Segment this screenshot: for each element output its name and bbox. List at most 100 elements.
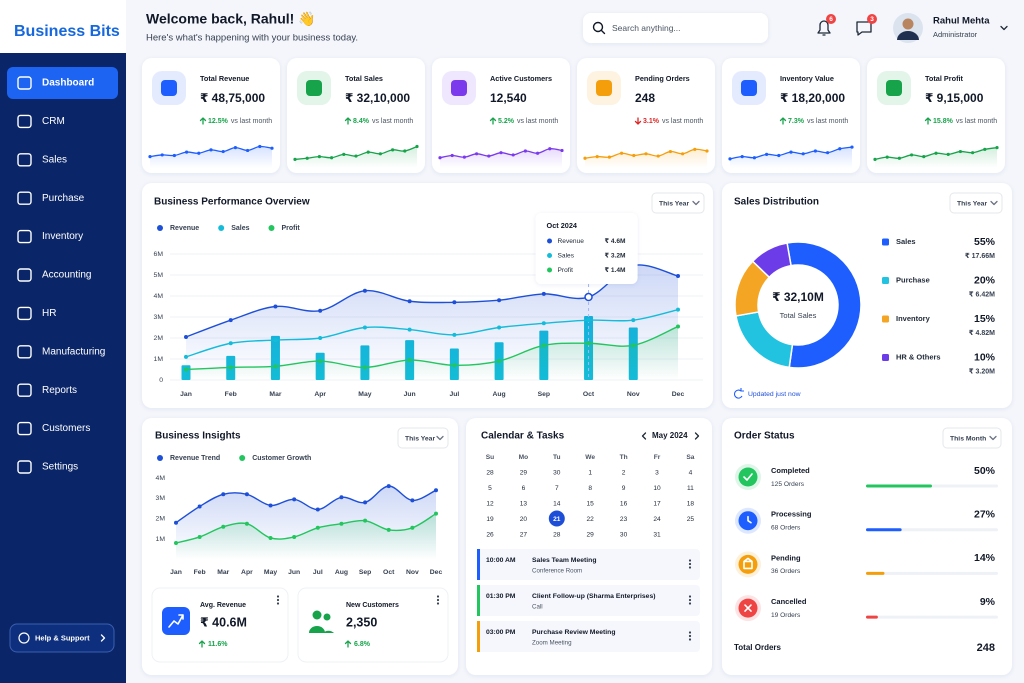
- x-tick-label: Aug: [492, 391, 505, 398]
- tooltip-value: ₹ 3.2M: [604, 252, 626, 259]
- calendar-day[interactable]: 3: [655, 469, 659, 476]
- status-orders: 68 Orders: [771, 524, 801, 531]
- series-point: [197, 504, 202, 509]
- menu-dot: [688, 634, 692, 638]
- legend-label: Profit: [281, 225, 300, 232]
- calendar-day[interactable]: 24: [653, 516, 661, 523]
- chevron[interactable]: [694, 432, 700, 440]
- dropdown[interactable]: [949, 192, 1003, 214]
- calendar-day[interactable]: 30: [620, 531, 628, 538]
- nav-item[interactable]: Manufacturing: [42, 346, 105, 357]
- kpi-note: vs last month: [231, 118, 272, 125]
- series-point: [676, 324, 680, 329]
- share-label: 55%: [974, 236, 996, 248]
- status-track: [866, 571, 998, 575]
- calendar-day[interactable]: 7: [555, 485, 559, 492]
- calendar-day[interactable]: 29: [520, 469, 528, 476]
- trend-arrow: [199, 117, 207, 125]
- search-box[interactable]: [583, 13, 768, 43]
- stat-card: [151, 587, 289, 663]
- nav-item[interactable]: Settings: [42, 462, 78, 473]
- chevron[interactable]: [641, 432, 647, 440]
- calendar-day[interactable]: 18: [687, 500, 695, 507]
- dropdown[interactable]: [942, 427, 1002, 449]
- calendar-day[interactable]: 4: [689, 469, 693, 476]
- x-tick-label: Jul: [313, 569, 323, 576]
- calendar-day[interactable]: 15: [587, 500, 595, 507]
- nav-active[interactable]: [7, 67, 118, 99]
- nav-item[interactable]: Purchase: [42, 193, 85, 204]
- calendar-day[interactable]: 21: [553, 516, 561, 523]
- nav-item[interactable]: Inventory: [42, 231, 83, 242]
- calendar-day[interactable]: 11: [687, 485, 694, 492]
- dropdown[interactable]: [397, 427, 449, 449]
- nav-item[interactable]: Customers: [42, 423, 90, 434]
- nav-icon: [17, 229, 32, 244]
- calendar-day[interactable]: 10: [653, 485, 661, 492]
- calendar-day[interactable]: 17: [653, 500, 661, 507]
- sparkline-point: [499, 151, 503, 155]
- calendar-day[interactable]: 31: [653, 531, 661, 538]
- calendar-day[interactable]: 26: [486, 531, 494, 538]
- sparkline-point: [148, 155, 152, 159]
- dropdown-label: This Year: [957, 200, 987, 207]
- sparkline-point: [681, 152, 685, 156]
- calendar-day[interactable]: 16: [620, 500, 628, 507]
- nav-item[interactable]: Reports: [42, 385, 77, 396]
- calendar-day[interactable]: 28: [553, 531, 561, 538]
- task-title: Sales Team Meeting: [532, 557, 596, 564]
- calendar-day[interactable]: 12: [486, 500, 494, 507]
- kpi-note: vs last month: [956, 118, 997, 125]
- calendar-day[interactable]: 27: [520, 531, 528, 538]
- calendar-day[interactable]: 2: [622, 469, 626, 476]
- kpi-value: ₹ 18,20,000: [780, 91, 845, 105]
- calendar-day[interactable]: 8: [588, 485, 592, 492]
- x-tick-label: Jan: [170, 569, 182, 576]
- calendar-day[interactable]: 14: [553, 500, 561, 507]
- calendar-day[interactable]: 19: [486, 516, 494, 523]
- y-tick-label: 2M: [154, 335, 164, 342]
- task[interactable]: [477, 549, 700, 580]
- kpi-note: vs last month: [662, 118, 703, 125]
- sparkline-point: [946, 152, 950, 156]
- calendar-day[interactable]: 1: [588, 469, 592, 476]
- calendar-day[interactable]: 6: [522, 485, 526, 492]
- calendar-day[interactable]: 23: [620, 516, 628, 523]
- nav-item[interactable]: Dashboard: [42, 78, 94, 89]
- calendar-day[interactable]: 13: [520, 500, 528, 507]
- calendar-day[interactable]: 20: [520, 516, 528, 523]
- nav-item[interactable]: HR: [42, 308, 56, 319]
- task[interactable]: [477, 585, 700, 616]
- status-bar: [866, 615, 878, 619]
- y-tick-label: 1M: [156, 536, 166, 543]
- weekday-label: Mo: [519, 454, 529, 461]
- nav-icon: [17, 153, 32, 167]
- calendar-day[interactable]: 29: [587, 531, 595, 538]
- series-point: [676, 307, 680, 312]
- kpi-icon: [596, 80, 612, 96]
- user-name[interactable]: Rahul Mehta: [933, 16, 990, 27]
- nav-item[interactable]: Sales: [42, 154, 67, 165]
- series-point: [184, 367, 188, 372]
- nav-item[interactable]: Accounting: [42, 270, 91, 281]
- kpi-value: ₹ 9,15,000: [925, 91, 984, 105]
- help-button[interactable]: [9, 623, 115, 653]
- sparkline-point: [160, 153, 164, 157]
- calendar-day[interactable]: 25: [687, 516, 695, 523]
- legend-swatch: [882, 277, 889, 284]
- dropdown[interactable]: [651, 192, 705, 214]
- calendar-day[interactable]: 28: [486, 469, 494, 476]
- kpi-change: 12.5%: [208, 118, 229, 125]
- calendar-day[interactable]: 30: [553, 469, 561, 476]
- calendar-day[interactable]: 9: [622, 485, 626, 492]
- task-place: Call: [532, 604, 543, 611]
- nav-item[interactable]: CRM: [42, 116, 65, 127]
- calendar-day[interactable]: 22: [587, 516, 595, 523]
- task[interactable]: [477, 621, 700, 652]
- total-orders-label: Total Orders: [734, 643, 782, 652]
- menu-dot: [688, 598, 692, 602]
- help-label: Help & Support: [35, 633, 90, 642]
- sparkline-point: [752, 156, 757, 160]
- kpi-change: 15.8%: [933, 118, 954, 125]
- calendar-day[interactable]: 5: [488, 485, 492, 492]
